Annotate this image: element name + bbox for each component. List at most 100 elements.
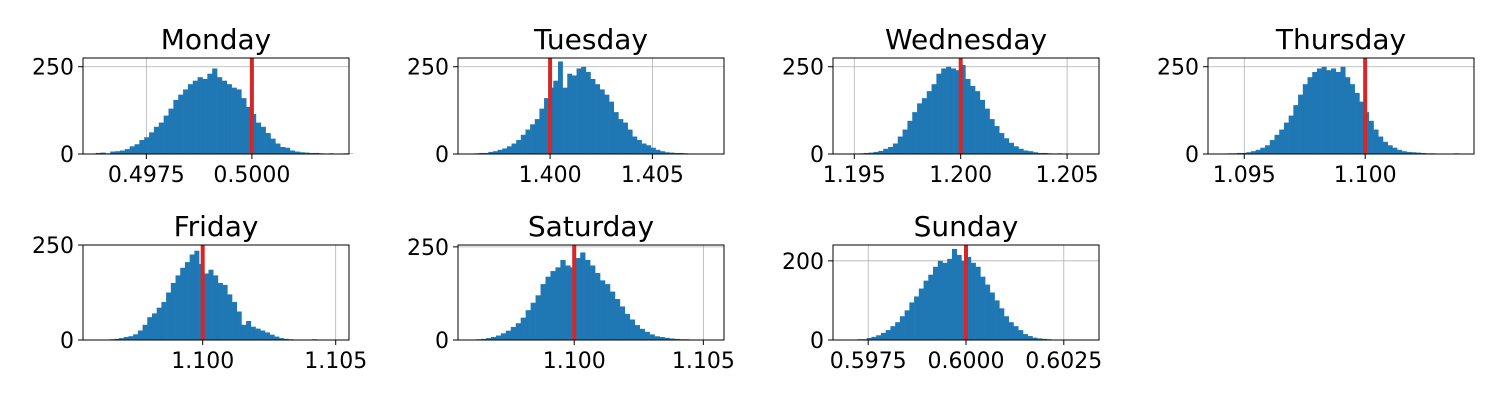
histogram-bar <box>144 137 150 154</box>
histogram-bar <box>868 152 874 154</box>
histogram-bar <box>1260 147 1266 154</box>
histogram-bar <box>309 152 315 154</box>
axes-frame <box>457 57 725 155</box>
histogram-bar <box>970 262 976 340</box>
histogram-bar <box>1298 94 1304 154</box>
histogram-bar <box>639 328 645 340</box>
histogram-bar <box>516 140 522 154</box>
histogram-bar <box>1378 136 1384 154</box>
histogram-bar <box>866 338 872 340</box>
histogram-bar <box>567 73 573 154</box>
histogram-bar <box>175 275 181 340</box>
histogram-bar <box>1236 152 1242 154</box>
histogram-bar <box>1354 92 1360 154</box>
histogram-bar <box>289 150 296 154</box>
histogram-bar <box>585 71 591 154</box>
histogram-bar <box>520 134 526 154</box>
histogram-bar <box>269 334 275 340</box>
histogram-bar <box>133 334 139 340</box>
histogram-bar <box>560 259 566 340</box>
histogram-bar <box>502 148 508 154</box>
histogram-bar <box>481 338 487 340</box>
histogram-bar <box>124 149 130 154</box>
histogram-bar <box>989 119 995 154</box>
histogram-bar <box>151 313 157 340</box>
histogram-bar <box>1269 140 1275 154</box>
histogram-bar <box>644 331 650 340</box>
histogram-bar <box>1411 152 1417 154</box>
histogram-bar <box>294 151 300 154</box>
histogram-bar <box>119 338 125 340</box>
histogram-bar <box>624 313 631 340</box>
histogram-bar <box>511 143 517 154</box>
histogram-bar <box>980 276 986 340</box>
histogram-bar <box>246 106 252 154</box>
histogram-bar <box>1037 338 1043 340</box>
histogram-bar <box>1042 152 1048 154</box>
histogram-bar <box>664 337 670 340</box>
histogram-bar <box>873 151 879 154</box>
histogram-bar <box>285 147 291 154</box>
x-tick-label: 0.4975 <box>108 163 185 188</box>
histogram-bar <box>1335 71 1341 154</box>
panel-thursday: 1.095 1.100 0 250 Thursday <box>1157 23 1475 188</box>
histogram-bar <box>678 152 684 154</box>
histogram-bar <box>485 338 492 340</box>
histogram-bar <box>660 151 666 154</box>
histogram-bar <box>999 133 1005 154</box>
histogram-bar <box>999 308 1005 340</box>
histogram-bar <box>260 126 266 154</box>
histogram-bar <box>623 122 628 154</box>
histogram-bar <box>928 274 934 340</box>
histogram-bar <box>1018 330 1024 340</box>
panel-wednesday: 1.195 1.200 1.205 0 250 Wednesday <box>782 23 1100 188</box>
histogram-bar <box>178 94 184 154</box>
histogram-bar <box>1345 77 1351 154</box>
histogram-bar <box>576 68 582 154</box>
y-tick-label: 250 <box>782 56 824 81</box>
histogram-bar <box>979 99 986 154</box>
histogram-bar <box>203 273 209 340</box>
histogram-bar <box>189 254 195 340</box>
x-tick-label: 0.5975 <box>830 349 907 374</box>
histogram-bar <box>1420 152 1426 154</box>
histogram-bar <box>1027 336 1033 340</box>
histogram-bar <box>1013 146 1019 154</box>
histogram-bar <box>170 283 176 340</box>
histogram-bar <box>270 138 276 154</box>
histogram-bar <box>525 129 531 154</box>
histogram-bar <box>166 292 172 340</box>
histogram-bar <box>115 151 121 154</box>
histogram-bar <box>158 122 164 154</box>
histogram-bar <box>936 73 942 154</box>
histogram-bar <box>590 265 596 340</box>
histogram-bar <box>241 324 247 340</box>
histogram-bar <box>217 77 223 154</box>
y-tick-label: 0 <box>435 329 449 354</box>
histogram-bar <box>314 152 320 154</box>
histogram-bar <box>544 98 549 154</box>
histogram-bar <box>1037 152 1043 154</box>
panel-saturday: 1.100 1.105 0 250 Saturday <box>407 210 735 374</box>
histogram-bar <box>947 258 953 340</box>
histogram-bar <box>279 338 285 340</box>
histogram-bar <box>618 119 624 154</box>
histogram-bar <box>926 91 932 154</box>
x-tick-label: 1.105 <box>304 349 367 374</box>
histogram-bar <box>1392 147 1398 154</box>
histogram-bar <box>956 254 962 340</box>
histogram-bar <box>912 112 918 154</box>
x-tick-label: 1.100 <box>543 349 606 374</box>
histogram-bar <box>600 280 606 340</box>
y-tick-label: 0 <box>810 143 824 168</box>
histogram-bar <box>955 70 961 154</box>
histogram-bar <box>907 120 913 154</box>
histogram-bar <box>674 152 680 154</box>
histogram-bar <box>241 98 247 154</box>
histogram-bar <box>1288 115 1294 154</box>
histogram-bar <box>515 323 522 340</box>
histogram-bar <box>1265 145 1271 154</box>
histogram-bar <box>555 267 561 340</box>
histogram-bar <box>510 326 517 340</box>
histogram-bar <box>156 307 162 340</box>
